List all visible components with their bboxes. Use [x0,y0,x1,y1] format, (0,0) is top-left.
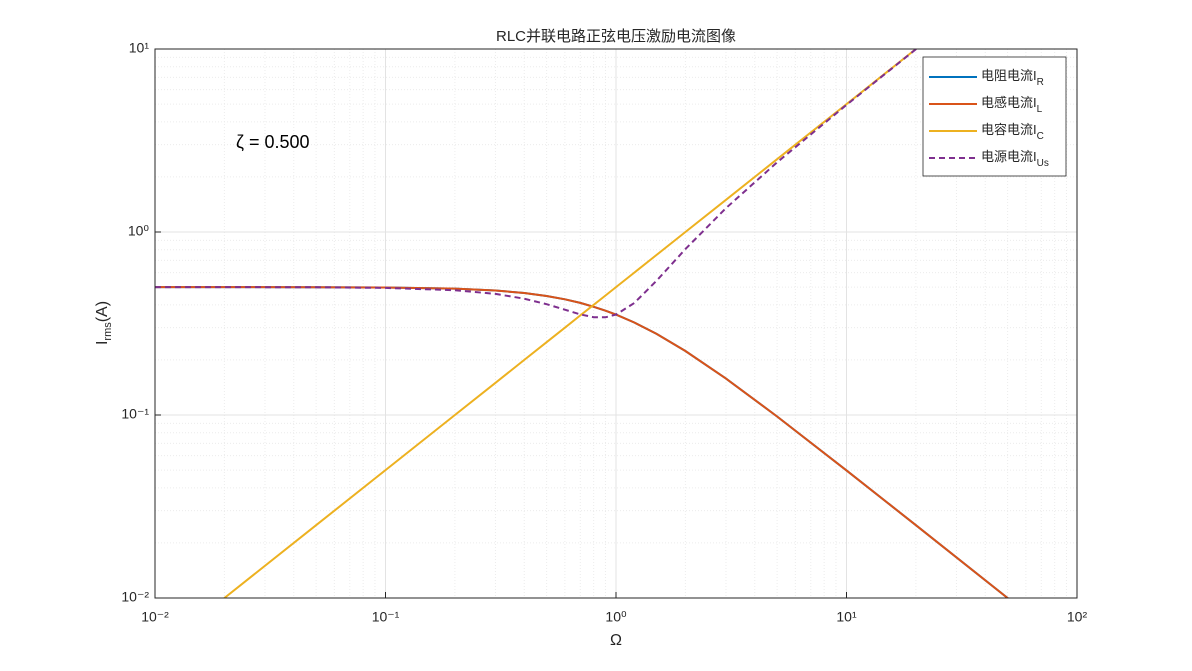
legend-entry: 电容电流IC [981,122,1044,141]
legend-subscript: Us [1037,158,1049,169]
y-tick-label: 10¹ [129,40,150,56]
legend-name: 电源电流I [981,149,1037,164]
x-axis-label: Ω [610,632,622,649]
x-tick-label: 10² [1067,609,1088,625]
legend-name: 电容电流I [981,122,1037,137]
annotation: ζ = 0.500 [236,132,310,152]
legend-name: 电感电流I [981,95,1037,110]
y-tick-label: 10⁰ [128,223,150,239]
y-axis-label: Irms(A) [94,301,114,345]
legend-subscript: R [1037,77,1044,88]
x-tick-label: 10⁰ [605,609,627,625]
legend-entry: 电感电流IL [981,95,1043,114]
legend-name: 电阻电流I [981,68,1037,83]
y-tick-label: 10⁻¹ [121,406,149,422]
y-tick-label: 10⁻² [121,589,149,605]
x-tick-label: 10¹ [836,609,857,625]
legend-entry: 电阻电流IR [981,68,1044,87]
legend-entry: 电源电流IUs [981,149,1049,168]
y-label-sub: rms [102,322,114,341]
chart-title: RLC并联电路正弦电压激励电流图像 [496,28,736,45]
y-label-main: I [94,341,111,345]
series-line [155,49,918,319]
x-tick-label: 10⁻² [141,609,169,625]
y-label-unit: (A) [94,301,111,322]
series-line [222,49,918,598]
legend-subscript: C [1037,131,1044,142]
legend-subscript: L [1037,104,1043,115]
x-tick-label: 10⁻¹ [372,609,400,625]
